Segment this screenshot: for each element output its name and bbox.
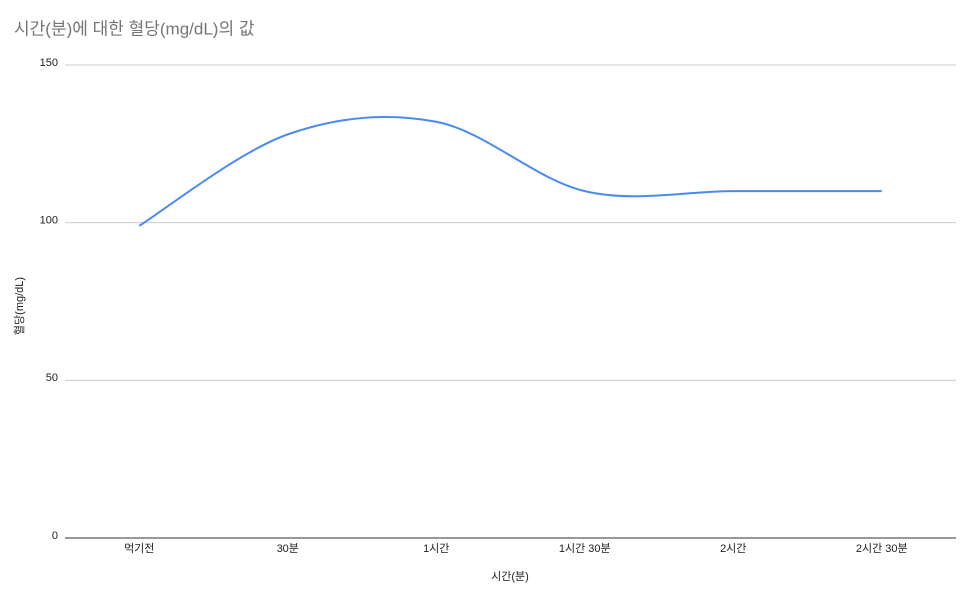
x-tick-label: 1시간 30분 xyxy=(559,542,611,555)
chart-title: 시간(분)에 대한 혈당(mg/dL)의 값 xyxy=(14,19,255,38)
y-tick-label: 100 xyxy=(40,215,58,227)
x-tick-label: 1시간 xyxy=(423,542,449,555)
x-tick-label: 먹기전 xyxy=(124,542,154,555)
x-tick-label: 2시간 xyxy=(720,542,746,555)
line-series xyxy=(138,116,882,227)
y-tick-label: 50 xyxy=(46,372,58,384)
x-tick-label: 30분 xyxy=(277,543,299,555)
y-tick-label: 0 xyxy=(52,530,58,542)
x-axis-label: 시간(분) xyxy=(491,570,529,583)
y-tick-label: 150 xyxy=(40,57,58,69)
x-tick-label: 2시간 30분 xyxy=(856,542,908,555)
y-axis-label: 혈당(mg/dL) xyxy=(12,277,26,335)
